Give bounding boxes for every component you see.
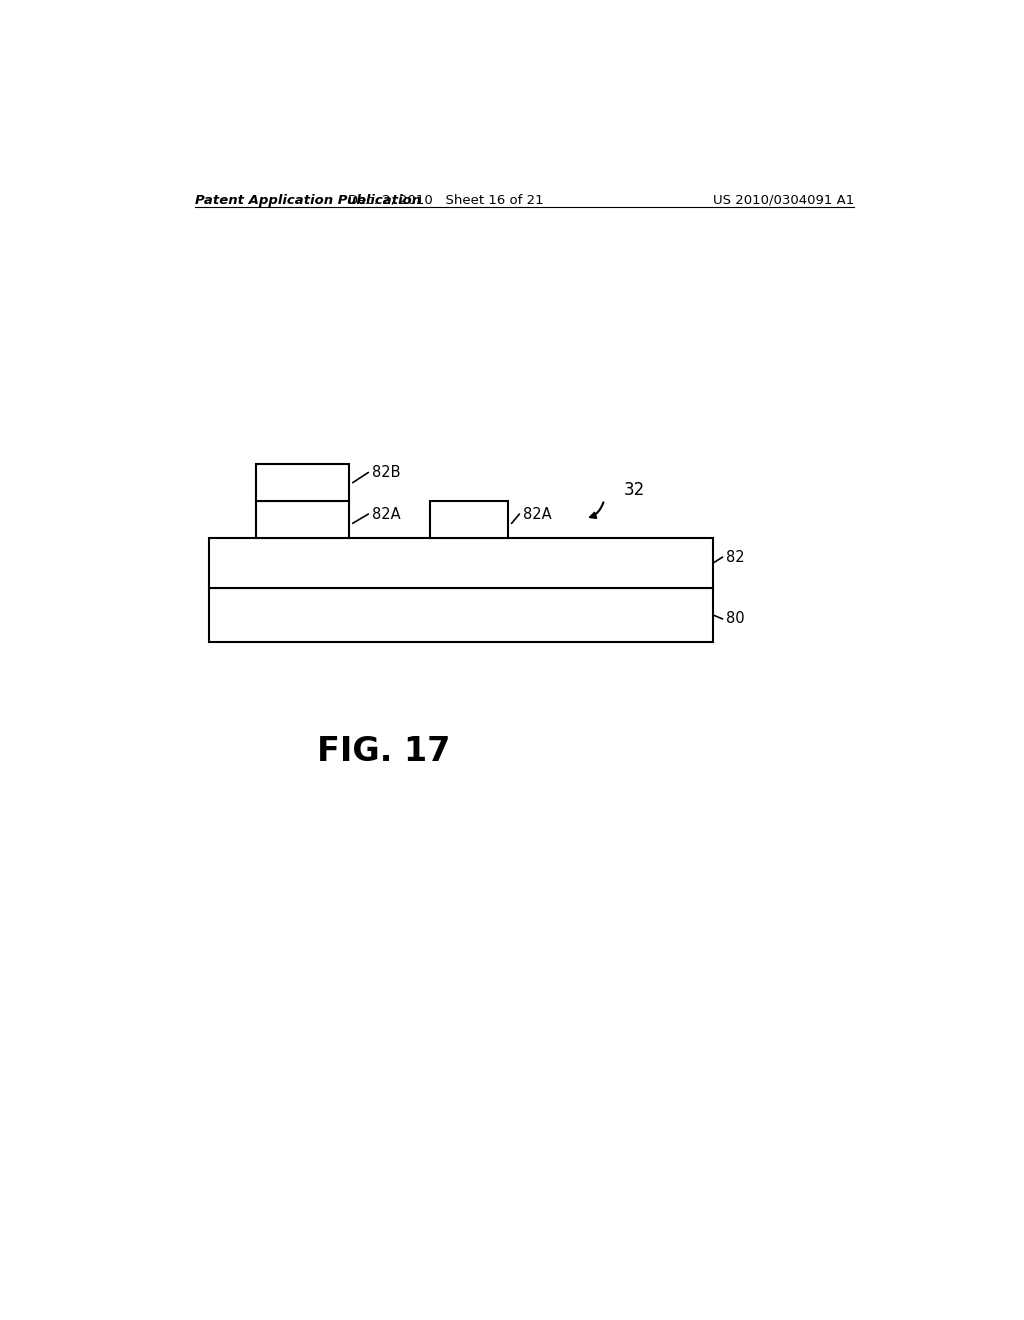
Text: 82B: 82B [372, 465, 400, 480]
Bar [430, 502, 508, 539]
Text: Patent Application Publication: Patent Application Publication [196, 194, 422, 207]
Bar [256, 502, 349, 539]
Text: FIG. 17: FIG. 17 [317, 735, 451, 768]
Bar [209, 539, 713, 589]
Bar [256, 465, 349, 502]
Text: 82A: 82A [523, 507, 552, 521]
Text: 32: 32 [624, 480, 645, 499]
Text: 80: 80 [726, 611, 744, 627]
Text: US 2010/0304091 A1: US 2010/0304091 A1 [713, 194, 854, 207]
Text: 82: 82 [726, 549, 744, 565]
Text: Dec. 2, 2010   Sheet 16 of 21: Dec. 2, 2010 Sheet 16 of 21 [347, 194, 544, 207]
Bar [209, 589, 713, 642]
Text: 82A: 82A [372, 507, 400, 521]
